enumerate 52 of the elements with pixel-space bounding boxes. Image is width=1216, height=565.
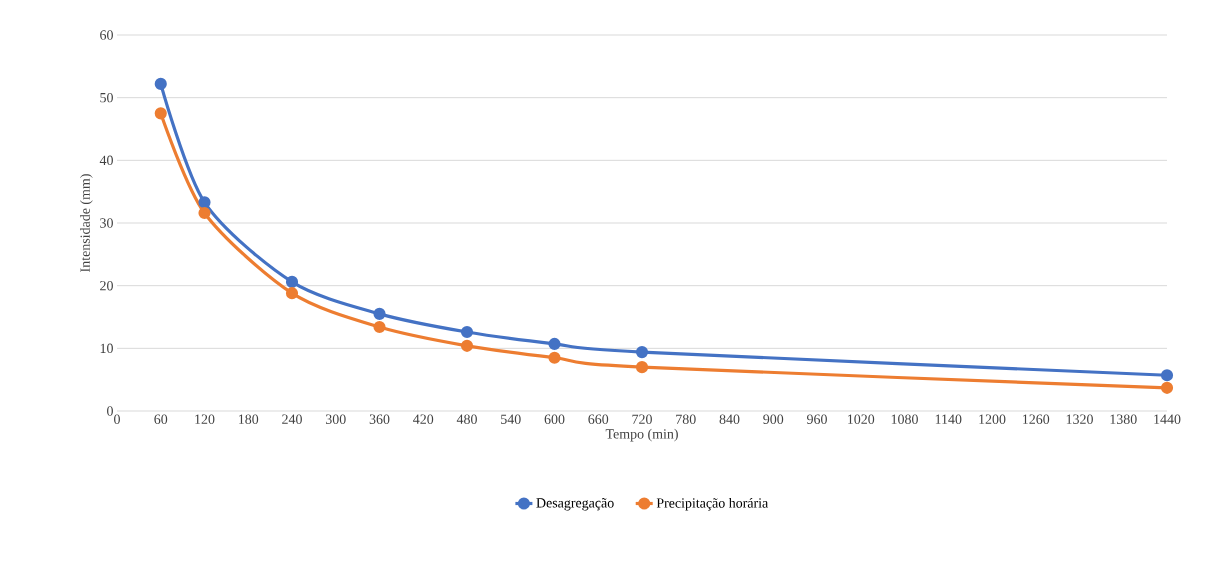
x-tick-label: 900	[763, 414, 784, 424]
point	[154, 77, 167, 90]
x-tick-label: 840	[719, 414, 740, 424]
point	[460, 325, 474, 339]
x-tick-label: 1380	[1110, 414, 1137, 424]
point	[285, 275, 299, 288]
y-tick-label: 40	[99, 155, 113, 166]
x-tick-label: 600	[544, 414, 565, 424]
y-tick-label: 60	[100, 30, 113, 40]
x-tick-label: 660	[588, 414, 609, 424]
point	[548, 337, 561, 351]
x-tick-label: 300	[325, 414, 346, 424]
x-tick-label: 180	[239, 414, 259, 424]
x-tick-label: 360	[369, 414, 390, 424]
y-tick-label: 0	[107, 406, 113, 416]
x-tick-label: 420	[413, 414, 434, 424]
y-tick-label: 10	[100, 343, 113, 354]
point	[198, 196, 211, 209]
y-tick-label: 30	[100, 218, 113, 228]
x-tick-label: 240	[282, 414, 302, 424]
legend-label: Precipitação horária	[656, 497, 769, 511]
point	[460, 339, 474, 352]
x-tick-label: 480	[456, 414, 477, 424]
x-tick-label: 540	[501, 414, 521, 424]
point	[373, 320, 386, 334]
point	[635, 361, 649, 374]
x-tick-label: 1140	[935, 414, 962, 424]
x-tick-label: 1080	[891, 414, 918, 424]
point	[1160, 381, 1174, 394]
y-tick-label: 50	[100, 92, 113, 103]
x-tick-label: 1320	[1066, 414, 1093, 424]
x-tick-label: 1260	[1023, 414, 1050, 424]
x-tick-label: 1200	[979, 414, 1006, 424]
point	[154, 107, 167, 120]
point	[285, 287, 299, 300]
x-tick-label: 0	[114, 414, 120, 424]
x-tick-label: 1020	[848, 414, 875, 424]
legend-label: Desagregação	[536, 498, 614, 511]
x-tick-label: 60	[154, 414, 168, 424]
x-tick-label: 720	[632, 414, 652, 424]
x-tick-label: 120	[195, 414, 215, 424]
x-tick-label: 780	[676, 414, 696, 424]
point	[198, 206, 211, 220]
point	[635, 346, 649, 359]
point	[1160, 369, 1174, 382]
y-tick-label: 20	[100, 280, 113, 291]
y-axis-title: Intensidade (mm)	[80, 174, 93, 272]
point	[373, 307, 386, 320]
x-axis-title: Tempo (min)	[605, 428, 678, 442]
x-tick-label: 960	[807, 414, 827, 424]
x-tick-label: 1440	[1154, 414, 1181, 424]
point	[548, 351, 561, 364]
